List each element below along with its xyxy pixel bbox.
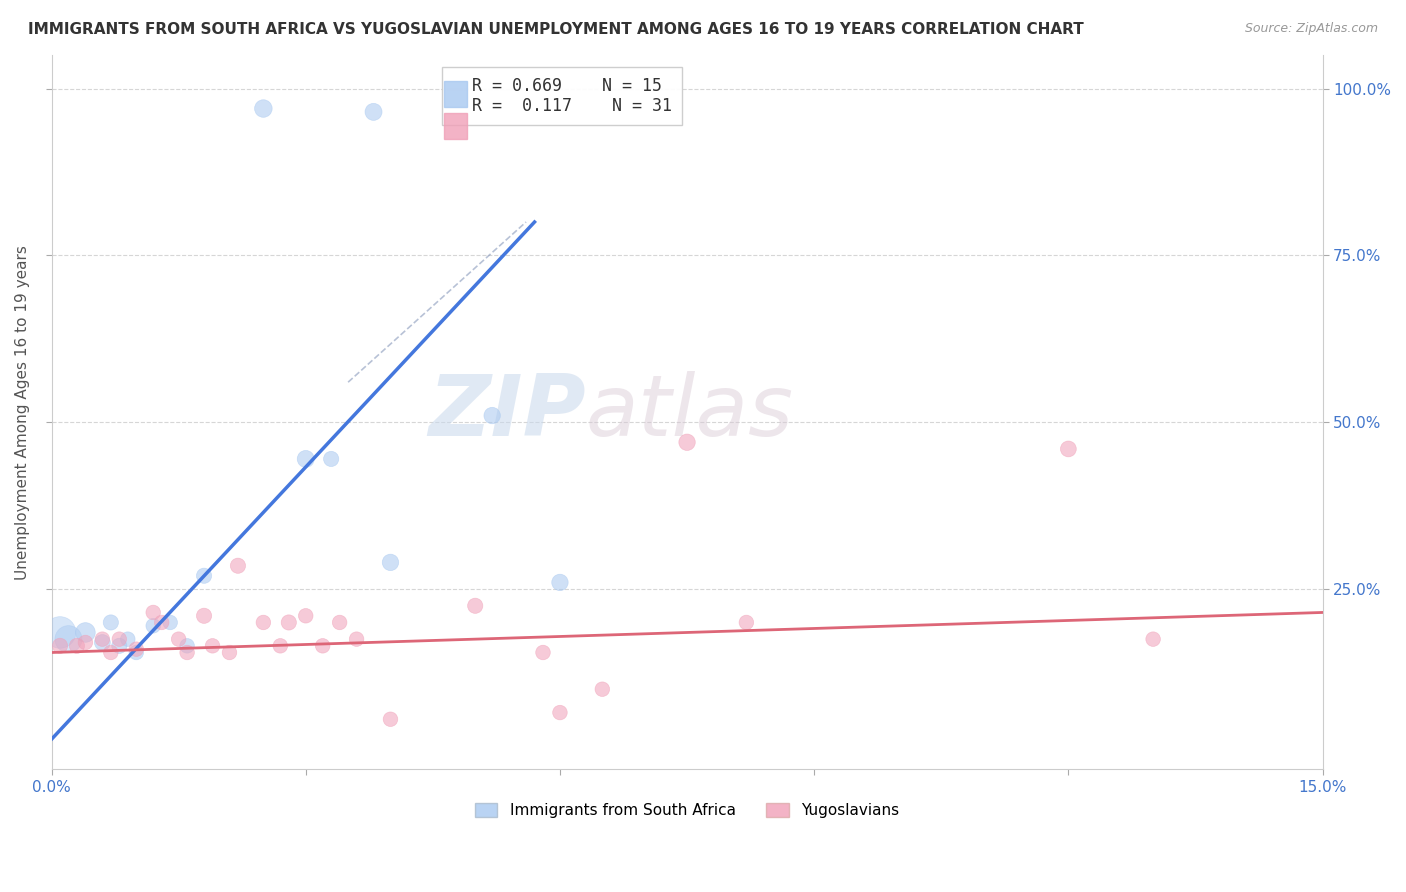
Point <box>464 599 486 613</box>
Point <box>125 646 148 660</box>
Y-axis label: Unemployment Among Ages 16 to 19 years: Unemployment Among Ages 16 to 19 years <box>15 244 30 580</box>
Text: ZIP: ZIP <box>427 371 585 454</box>
Point <box>49 639 72 653</box>
Point <box>294 452 316 467</box>
Point <box>142 606 165 620</box>
Point <box>91 635 114 649</box>
Point <box>193 568 215 582</box>
Point <box>735 615 758 630</box>
Point <box>176 639 198 653</box>
Point <box>75 625 97 640</box>
Point <box>321 452 343 467</box>
Point <box>252 102 274 116</box>
Point <box>167 632 190 647</box>
Bar <box>444 113 467 138</box>
Point <box>125 642 148 657</box>
Point <box>201 639 224 653</box>
Point <box>548 575 571 590</box>
Bar <box>444 81 467 106</box>
Point <box>66 639 89 653</box>
Point <box>329 615 352 630</box>
Point <box>108 632 131 647</box>
Text: atlas: atlas <box>585 371 793 454</box>
Point <box>1057 442 1080 456</box>
Point <box>531 646 554 660</box>
Point <box>1142 632 1164 647</box>
Point <box>676 435 699 450</box>
Point <box>150 615 173 630</box>
Point <box>481 409 503 423</box>
Point <box>380 555 402 569</box>
Point <box>363 104 385 119</box>
Point <box>226 558 249 573</box>
Point <box>75 635 97 649</box>
Point <box>346 632 368 647</box>
Point <box>58 632 80 647</box>
Point <box>108 639 131 653</box>
Point <box>91 632 114 647</box>
Point <box>142 619 165 633</box>
Point <box>269 639 291 653</box>
Point <box>380 712 402 726</box>
Point <box>117 632 139 647</box>
Point <box>252 615 274 630</box>
Point <box>591 682 613 697</box>
Point <box>49 625 72 640</box>
Point <box>312 639 335 653</box>
Point <box>100 646 122 660</box>
Point <box>100 615 122 630</box>
Text: Source: ZipAtlas.com: Source: ZipAtlas.com <box>1244 22 1378 36</box>
Text: R = 0.669    N = 15
  R =  0.117    N = 31: R = 0.669 N = 15 R = 0.117 N = 31 <box>451 77 672 115</box>
Text: IMMIGRANTS FROM SOUTH AFRICA VS YUGOSLAVIAN UNEMPLOYMENT AMONG AGES 16 TO 19 YEA: IMMIGRANTS FROM SOUTH AFRICA VS YUGOSLAV… <box>28 22 1084 37</box>
Point <box>193 608 215 623</box>
Point <box>159 615 181 630</box>
Point <box>277 615 299 630</box>
Point <box>294 608 316 623</box>
Point <box>176 646 198 660</box>
Legend: Immigrants from South Africa, Yugoslavians: Immigrants from South Africa, Yugoslavia… <box>467 796 907 826</box>
Point <box>548 706 571 720</box>
Point <box>218 646 240 660</box>
